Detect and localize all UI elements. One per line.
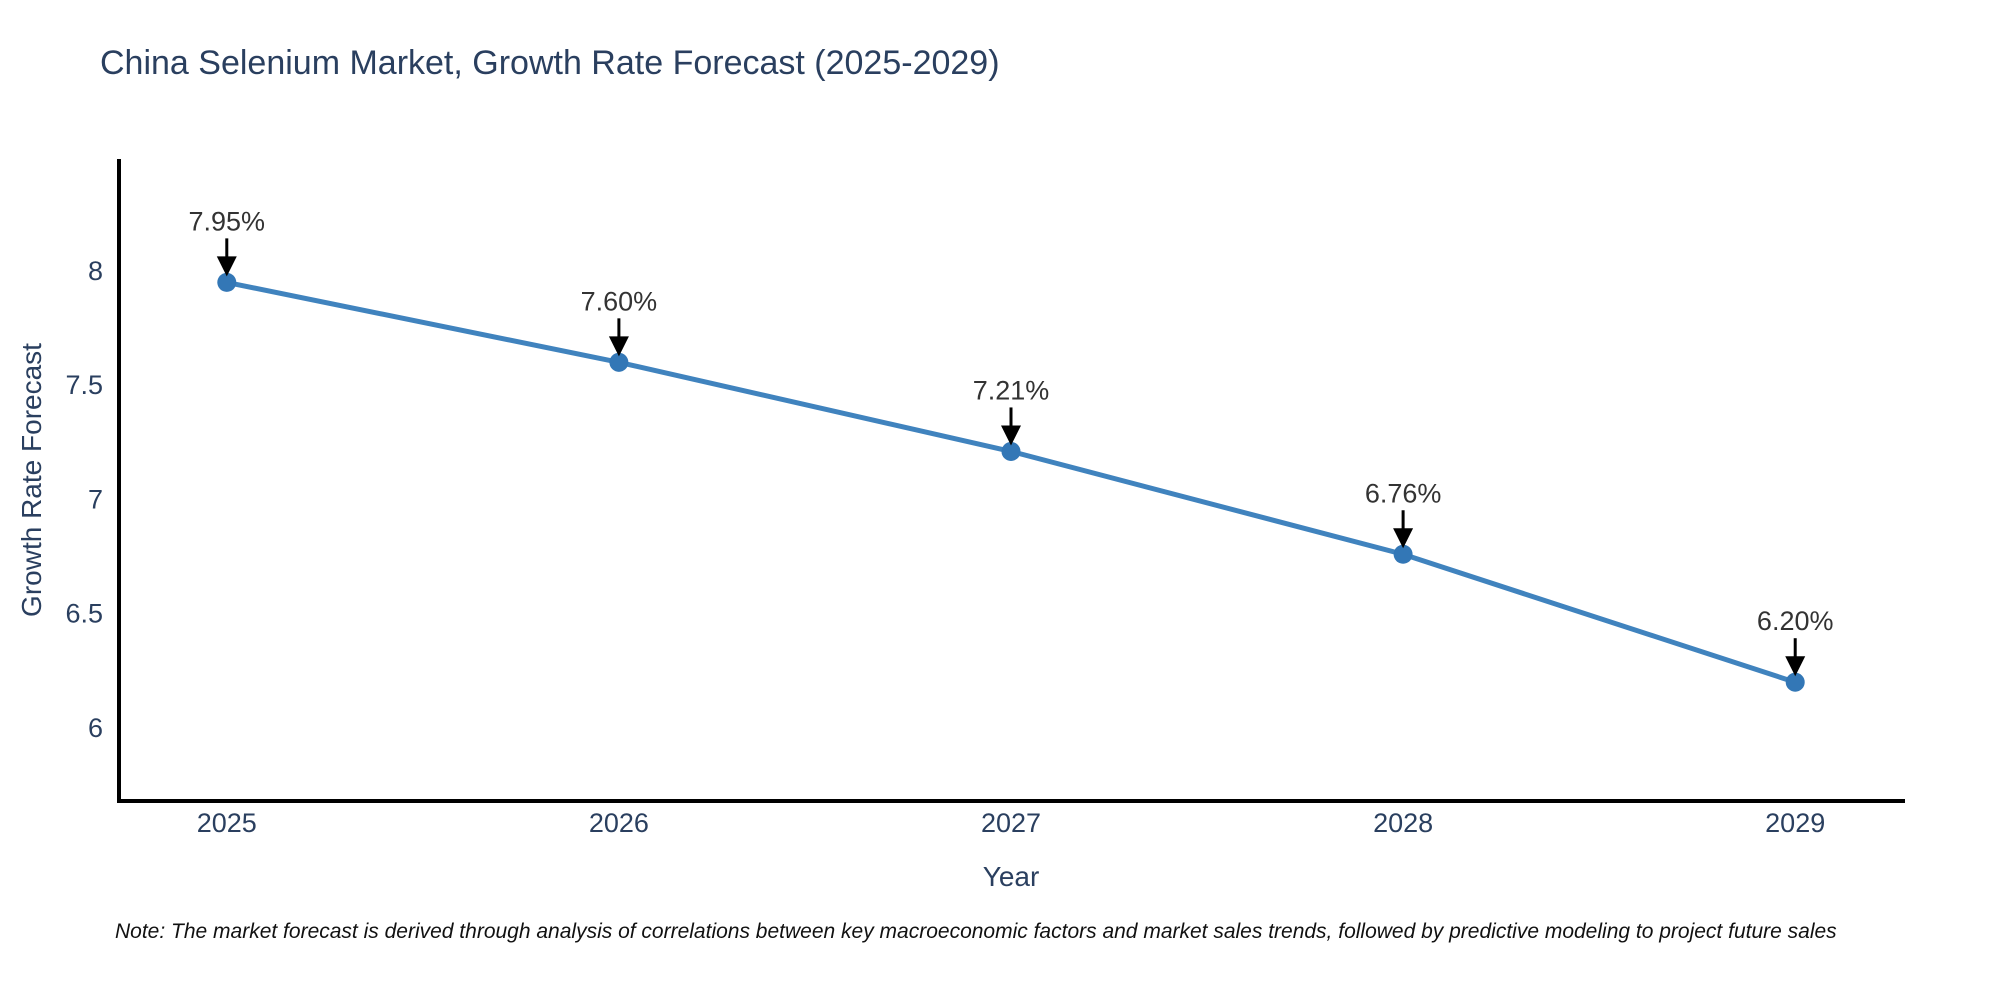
x-tick-label: 2028 (1373, 808, 1433, 838)
y-tick-label: 6 (88, 713, 103, 743)
annotation-arrowhead (216, 256, 237, 277)
data-point-label: 7.21% (973, 375, 1050, 405)
data-point-marker[interactable] (1785, 672, 1805, 692)
x-tick-label: 2029 (1765, 808, 1825, 838)
data-point-marker[interactable] (1001, 441, 1021, 461)
y-tick-label: 6.5 (65, 599, 103, 629)
data-point-marker[interactable] (217, 272, 237, 292)
x-axis-title: Year (982, 861, 1040, 892)
series-line (224, 279, 1798, 685)
data-point-marker[interactable] (1393, 544, 1413, 564)
data-point-label: 6.20% (1757, 606, 1834, 636)
annotation-arrowhead (1785, 656, 1806, 677)
y-tick-label: 7 (88, 484, 103, 514)
chart-title: China Selenium Market, Growth Rate Forec… (100, 44, 1000, 82)
data-point-label: 7.95% (189, 206, 266, 236)
data-point-marker[interactable] (609, 352, 629, 372)
footnote: Note: The market forecast is derived thr… (115, 920, 1837, 943)
x-tick-label: 2026 (589, 808, 649, 838)
y-tick-label: 8 (88, 256, 103, 286)
data-point-label: 7.60% (581, 286, 658, 316)
y-tick-label: 7.5 (65, 370, 103, 400)
data-point-label: 6.76% (1365, 478, 1442, 508)
x-tick-label: 2027 (981, 808, 1041, 838)
annotation-arrowhead (608, 336, 629, 357)
annotation-arrowhead (1393, 528, 1414, 549)
annotation-arrowhead (1001, 425, 1021, 446)
x-tick-label: 2025 (197, 808, 257, 838)
